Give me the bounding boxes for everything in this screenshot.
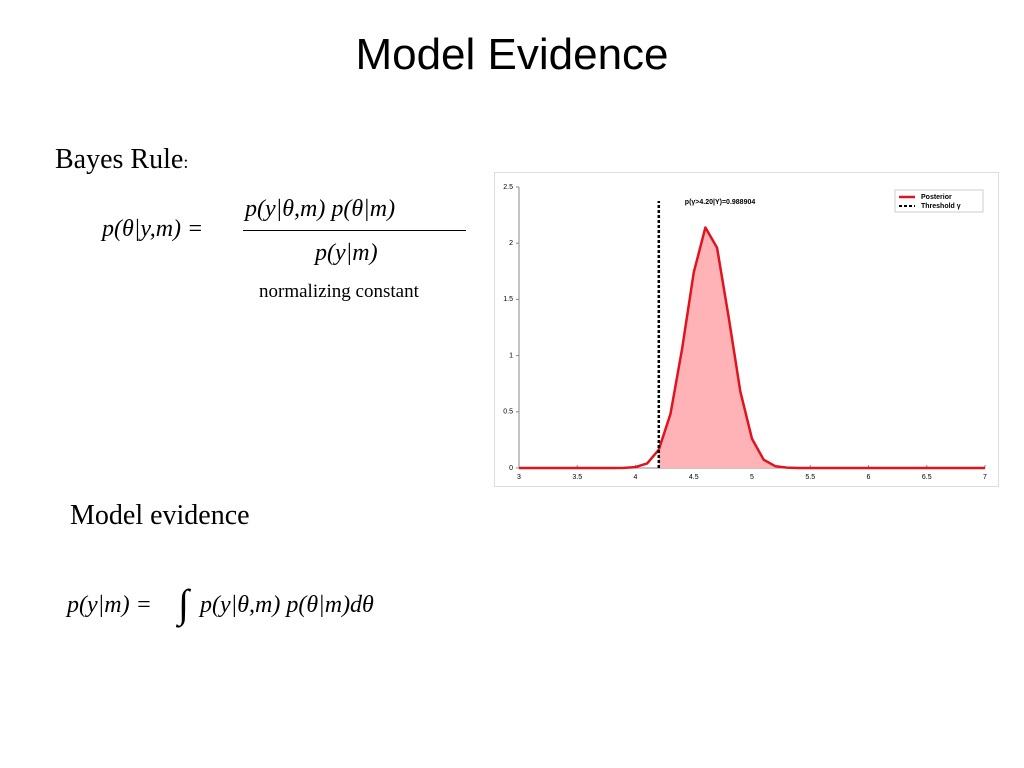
colon: : [183, 152, 189, 172]
y-tick-label: 0 [509, 465, 513, 472]
annotation: p(γ>4.20|Y)=0.988904 [685, 199, 756, 206]
slide-title: Model Evidence [355, 30, 669, 79]
density-line [519, 226, 985, 470]
legend-box [894, 189, 984, 213]
y-tick-label: 2 [509, 240, 513, 247]
chart: 0 0.5 1 1.5 2 2.5 3 3.5 4 4.5 5 5.5 6 6.5 7 p(γ>4.20|Y)… [494, 172, 999, 487]
heading: Model evidence [70, 500, 250, 531]
x-tick-label: 4 [634, 474, 638, 481]
x-tick-label: 3 [517, 474, 521, 481]
x-tick-label: 3.5 [572, 474, 582, 481]
equation-lhs: p(y|m) = [67, 592, 152, 618]
equation-rhs: p(y|θ,m) p(θ|m)dθ [200, 592, 374, 618]
x-tick-label: 4.5 [689, 474, 699, 481]
fraction-bar [243, 230, 466, 231]
equation-lhs: p(θ|y,m) = [102, 216, 204, 242]
note: normalizing constant [259, 281, 419, 302]
x-tick-label: 6.5 [922, 474, 932, 481]
shaded-area [658, 227, 985, 468]
x-tick-label: 7 [983, 474, 987, 481]
heading: Bayes Rule: [55, 144, 188, 176]
y-tick-label: 0.5 [503, 409, 513, 416]
x-tick-label: 5.5 [805, 474, 815, 481]
legend-label: Threshold γ [921, 203, 961, 210]
equation-numerator: p(y|θ,m) p(θ|m) [245, 196, 396, 222]
y-tick-label: 1 [509, 352, 513, 359]
y-tick-label: 1.5 [503, 296, 513, 303]
integral-sign: ∫ [178, 581, 189, 626]
equation-denominator: p(y|m) [315, 240, 378, 266]
x-tick-label: 6 [867, 474, 871, 481]
y-tick-label: 2.5 [503, 184, 513, 191]
x-tick-label: 5 [750, 474, 754, 481]
legend-label: Posterior [921, 194, 952, 201]
heading-text: Bayes Rule [55, 144, 184, 175]
